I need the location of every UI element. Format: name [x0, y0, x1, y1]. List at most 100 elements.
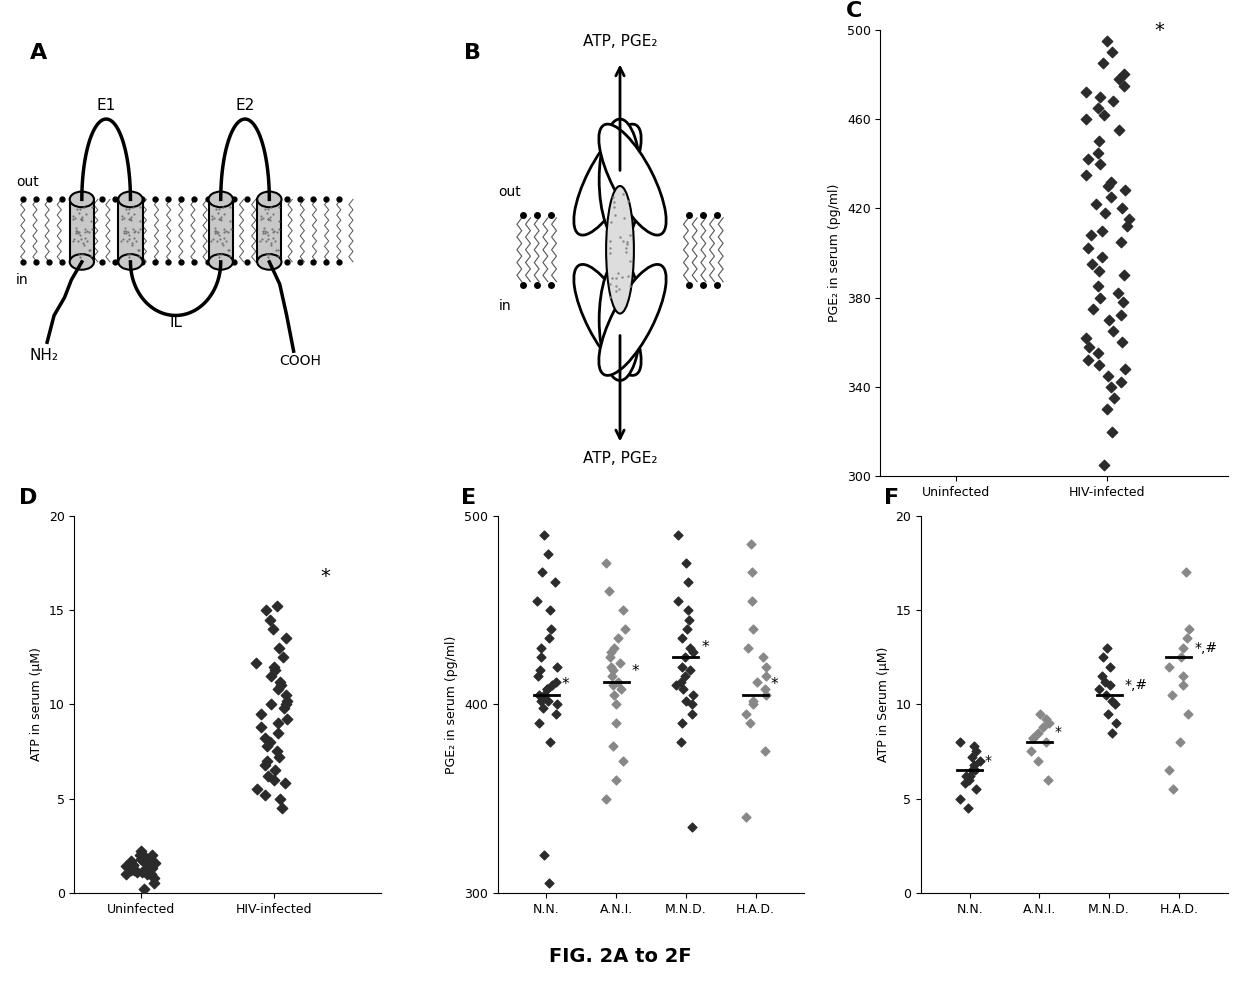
Point — [604, 640, 624, 656]
Point — [1171, 734, 1190, 750]
Point — [1162, 686, 1182, 702]
Point — [1173, 640, 1193, 656]
Point — [600, 649, 620, 665]
Point — [534, 847, 554, 863]
Point — [609, 674, 629, 689]
Point — [541, 602, 560, 618]
Point — [1101, 45, 1121, 61]
Point — [257, 753, 277, 769]
Ellipse shape — [606, 186, 634, 313]
Point — [1023, 730, 1043, 746]
Point — [1076, 329, 1096, 346]
Point — [1078, 152, 1097, 168]
Text: B: B — [464, 44, 481, 63]
Point — [531, 692, 551, 708]
Point — [1099, 179, 1118, 194]
Point — [1029, 706, 1049, 722]
Point — [1033, 719, 1053, 735]
Point — [951, 791, 971, 806]
Point — [143, 855, 162, 871]
Point — [601, 644, 621, 660]
Point — [534, 527, 554, 543]
Text: ATP, PGE₂: ATP, PGE₂ — [583, 451, 657, 466]
Point — [1090, 290, 1110, 306]
Point — [139, 857, 159, 873]
Point — [1087, 345, 1107, 361]
Point — [1117, 218, 1137, 234]
Text: *: * — [1055, 725, 1061, 739]
Text: *,#: *,# — [1194, 641, 1218, 655]
Point — [1079, 352, 1099, 368]
Point — [1089, 356, 1109, 372]
Point — [613, 602, 632, 618]
Text: ATP, PGE₂: ATP, PGE₂ — [583, 34, 657, 49]
Text: F: F — [884, 488, 899, 508]
Ellipse shape — [118, 191, 143, 207]
Y-axis label: PGE₂ in serum (pg/ml): PGE₂ in serum (pg/ml) — [828, 184, 841, 322]
Point — [735, 809, 755, 825]
Point — [604, 686, 624, 702]
Point — [527, 592, 547, 608]
Point — [604, 738, 624, 754]
Point — [743, 564, 763, 580]
Point — [1097, 401, 1117, 417]
Point — [538, 692, 558, 708]
Point — [671, 674, 691, 689]
Point — [962, 762, 982, 778]
Point — [603, 663, 622, 679]
Point — [608, 631, 627, 647]
Text: *: * — [771, 678, 779, 692]
Point — [272, 800, 291, 815]
Point — [1076, 84, 1096, 100]
Text: E: E — [461, 488, 476, 508]
Point — [1111, 374, 1131, 390]
Point — [1081, 227, 1101, 243]
Point — [676, 556, 696, 571]
Point — [1089, 682, 1109, 697]
Point — [1114, 66, 1133, 82]
Point — [672, 715, 692, 731]
Point — [547, 696, 567, 712]
Ellipse shape — [257, 191, 281, 207]
Point — [606, 715, 626, 731]
Point — [950, 734, 970, 750]
Point — [275, 696, 295, 712]
Point — [680, 663, 699, 679]
Point — [267, 744, 286, 760]
Point — [131, 864, 151, 880]
Point — [250, 706, 270, 722]
Point — [739, 640, 759, 656]
Point — [955, 776, 975, 792]
Point — [537, 682, 557, 697]
Point — [138, 860, 157, 876]
Point — [130, 847, 150, 863]
Y-axis label: ATP in Serum (μM): ATP in Serum (μM) — [877, 647, 890, 762]
Point — [122, 862, 141, 878]
Point — [1100, 659, 1120, 675]
Point — [1097, 640, 1117, 656]
Point — [668, 592, 688, 608]
Point — [267, 598, 286, 614]
Point — [140, 858, 160, 874]
Point — [676, 692, 696, 708]
Point — [1106, 715, 1126, 731]
Point — [246, 655, 265, 671]
Bar — [257, 199, 281, 262]
Point — [1039, 715, 1059, 731]
Point — [742, 592, 761, 608]
Point — [959, 772, 978, 788]
Point — [117, 866, 136, 882]
Point — [1115, 183, 1135, 198]
Y-axis label: ATP in serum (μM): ATP in serum (μM) — [30, 648, 43, 761]
Point — [264, 772, 284, 788]
Point — [546, 674, 565, 689]
Bar — [208, 199, 233, 262]
Point — [678, 611, 698, 628]
Point — [1084, 301, 1104, 316]
Point — [675, 669, 694, 684]
Point — [1112, 200, 1132, 216]
Point — [1178, 706, 1198, 722]
Point — [1080, 338, 1100, 354]
Point — [273, 650, 293, 666]
Ellipse shape — [574, 265, 641, 375]
